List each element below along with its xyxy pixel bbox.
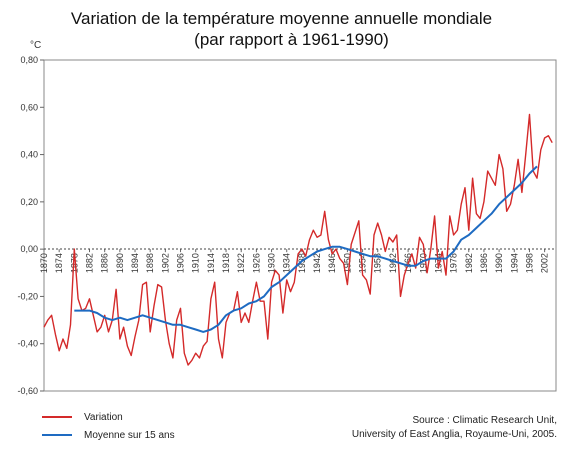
- x-tick-label: 1874: [54, 253, 64, 273]
- y-tick-label: -0,20: [17, 291, 38, 301]
- y-tick-label: -0,60: [17, 386, 38, 396]
- chart-subtitle: (par rapport à 1961-1990): [194, 30, 389, 49]
- x-tick-label: 1990: [494, 253, 504, 273]
- source-line-2: University of East Anglia, Royaume-Uni, …: [351, 429, 557, 440]
- legend-swatch-variation: [42, 416, 72, 419]
- x-tick-label: 1890: [115, 253, 125, 273]
- x-tick-label: 1914: [206, 253, 216, 273]
- x-tick-label: 1934: [282, 253, 292, 273]
- legend-swatch-moyenne: [42, 434, 72, 437]
- x-tick-label: 1894: [130, 253, 140, 273]
- x-tick-label: 1902: [160, 253, 170, 273]
- x-tick-label: 1994: [509, 253, 519, 273]
- x-tick-label: 1886: [100, 253, 110, 273]
- y-tick-label: 0,00: [20, 244, 38, 254]
- x-tick-label: 1938: [297, 253, 307, 273]
- x-tick-label: 1970: [418, 253, 428, 273]
- x-tick-label: 1982: [464, 253, 474, 273]
- x-tick-label: 1998: [524, 253, 534, 273]
- x-tick-label: 2002: [540, 253, 550, 273]
- legend-label-moyenne: Moyenne sur 15 ans: [84, 430, 175, 441]
- legend-item-moyenne: Moyenne sur 15 ans: [42, 430, 175, 441]
- x-tick-label: 1958: [373, 253, 383, 273]
- series-line-moyenne: [74, 165, 538, 333]
- x-tick-label: 1978: [449, 253, 459, 273]
- legend-item-variation: Variation: [42, 412, 123, 423]
- x-tick-label: 1962: [388, 253, 398, 273]
- x-tick-label: 1918: [221, 253, 231, 273]
- series-group: [43, 113, 553, 366]
- x-tick-label: 1882: [85, 253, 95, 273]
- y-tick-label: 0,20: [20, 197, 38, 207]
- source-line-1: Source : Climatic Research Unit,: [412, 415, 558, 426]
- source-note: Source : Climatic Research Unit, Univers…: [352, 414, 557, 442]
- x-tick-label: 1878: [69, 253, 79, 273]
- x-tick-label: 1946: [327, 253, 337, 273]
- y-axis-unit-label: °C: [30, 40, 41, 51]
- chart-title: Variation de la température moyenne annu…: [70, 9, 493, 28]
- legend-label-variation: Variation: [84, 412, 123, 423]
- y-axis-ticks: 0,80 0,60 0,40 0,20 0,00 -0,20 -0,40 -0,60: [17, 55, 44, 396]
- y-tick-label: 0,60: [20, 102, 38, 112]
- x-tick-label: 1898: [145, 253, 155, 273]
- x-tick-label: 1986: [479, 253, 489, 273]
- plot-frame: [43, 59, 557, 392]
- y-tick-label: -0,40: [17, 339, 38, 349]
- x-tick-label: 1922: [236, 253, 246, 273]
- y-tick-label: 0,80: [20, 55, 38, 65]
- x-tick-label: 1942: [312, 253, 322, 273]
- x-axis-ticks: 1870 1874 1878 1882 1886 1890 1894 1898 1902 1906…: [39, 249, 550, 273]
- x-tick-label: 1926: [251, 253, 261, 273]
- y-tick-label: 0,40: [20, 150, 38, 160]
- x-tick-label: 1906: [176, 253, 186, 273]
- x-tick-label: 1930: [267, 253, 277, 273]
- x-tick-label: 1954: [358, 253, 368, 273]
- x-tick-label: 1910: [191, 253, 201, 273]
- series-line-variation: [43, 113, 553, 366]
- x-tick-label: 1950: [342, 253, 352, 273]
- x-tick-label: 1870: [39, 253, 49, 273]
